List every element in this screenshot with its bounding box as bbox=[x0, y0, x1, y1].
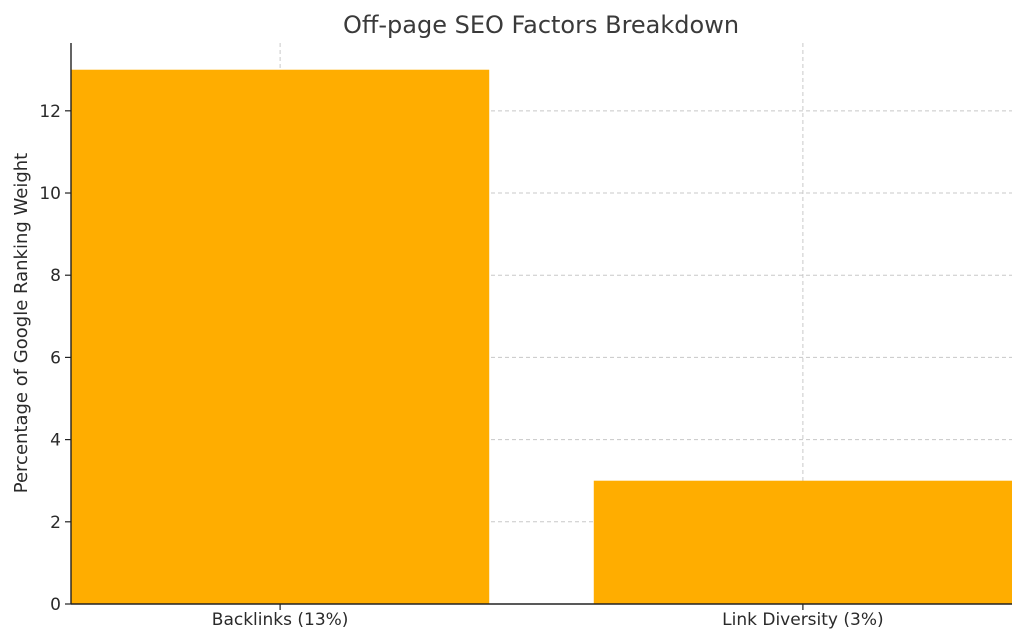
y-tick-labels: 0 2 4 6 8 10 12 bbox=[39, 102, 61, 615]
y-tick-label: 6 bbox=[50, 348, 61, 368]
axis-layer bbox=[65, 43, 1012, 610]
y-tick-label: 2 bbox=[50, 513, 61, 533]
y-tick-label: 10 bbox=[39, 184, 61, 204]
x-tick-label: Link Diversity (3%) bbox=[722, 610, 883, 630]
bar bbox=[593, 480, 1012, 604]
y-tick-label: 8 bbox=[50, 266, 61, 286]
x-tick-label: Backlinks (13%) bbox=[212, 610, 349, 630]
x-tick-labels: Backlinks (13%) Link Diversity (3%) bbox=[212, 610, 884, 630]
y-tick-label: 12 bbox=[39, 102, 61, 122]
bar-layer bbox=[71, 69, 1012, 604]
y-axis-label: Percentage of Google Ranking Weight bbox=[11, 153, 32, 494]
bar bbox=[71, 69, 490, 604]
y-tick-label: 0 bbox=[50, 595, 61, 615]
chart-title: Off-page SEO Factors Breakdown bbox=[343, 11, 739, 39]
y-tick-label: 4 bbox=[50, 431, 61, 451]
